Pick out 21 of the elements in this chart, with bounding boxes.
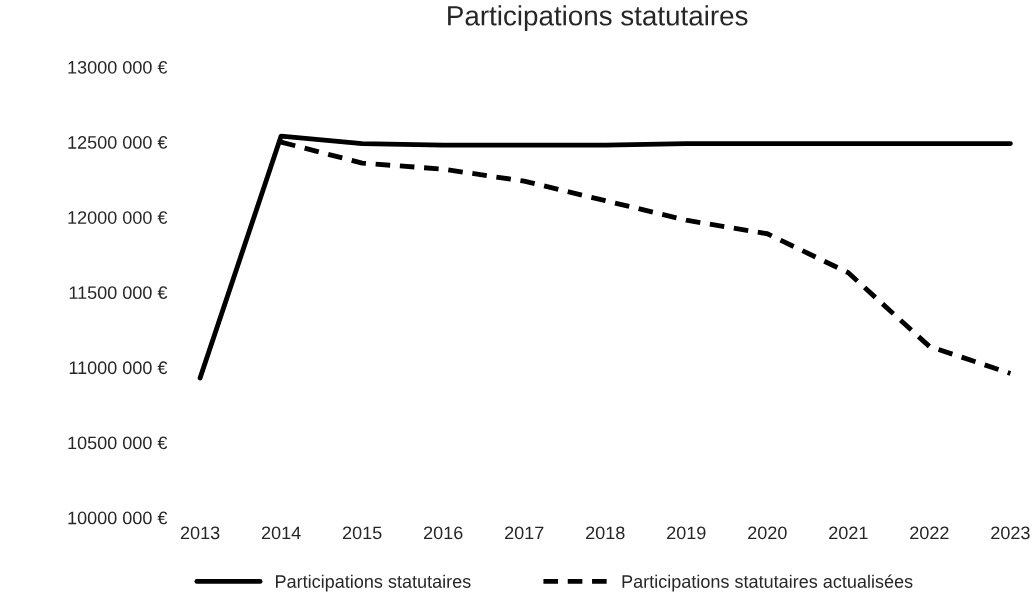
legend-label: Participations statutaires actualisées xyxy=(622,574,913,592)
legend-label: Participations statutaires xyxy=(276,574,471,592)
x-tick-label: 2013 xyxy=(180,526,220,540)
y-tick-label: 12500 000 € xyxy=(68,136,168,149)
x-tick-label: 2015 xyxy=(342,526,382,540)
y-tick-label: 13000 000 € xyxy=(68,60,168,74)
y-tick-label: 11000 000 € xyxy=(69,361,168,375)
y-tick-label: 10500 000 € xyxy=(68,436,168,450)
x-tick-label: 2014 xyxy=(261,526,301,540)
x-tick-label: 2016 xyxy=(424,526,463,540)
x-tick-label: 2019 xyxy=(667,526,706,540)
y-tick-label: 11500 000 € xyxy=(69,286,168,300)
x-tick-label: 2018 xyxy=(586,526,625,540)
x-tick-label: 2022 xyxy=(910,526,949,540)
y-tick-label: 10000 000 € xyxy=(68,511,168,525)
chart-title: Participations statutaires xyxy=(448,5,748,32)
y-tick-label: 12000 000 € xyxy=(68,211,168,224)
x-tick-label: 2021 xyxy=(829,526,868,540)
x-tick-label: 2023 xyxy=(991,526,1030,540)
x-tick-label: 2020 xyxy=(748,526,787,540)
x-tick-label: 2017 xyxy=(505,526,544,540)
